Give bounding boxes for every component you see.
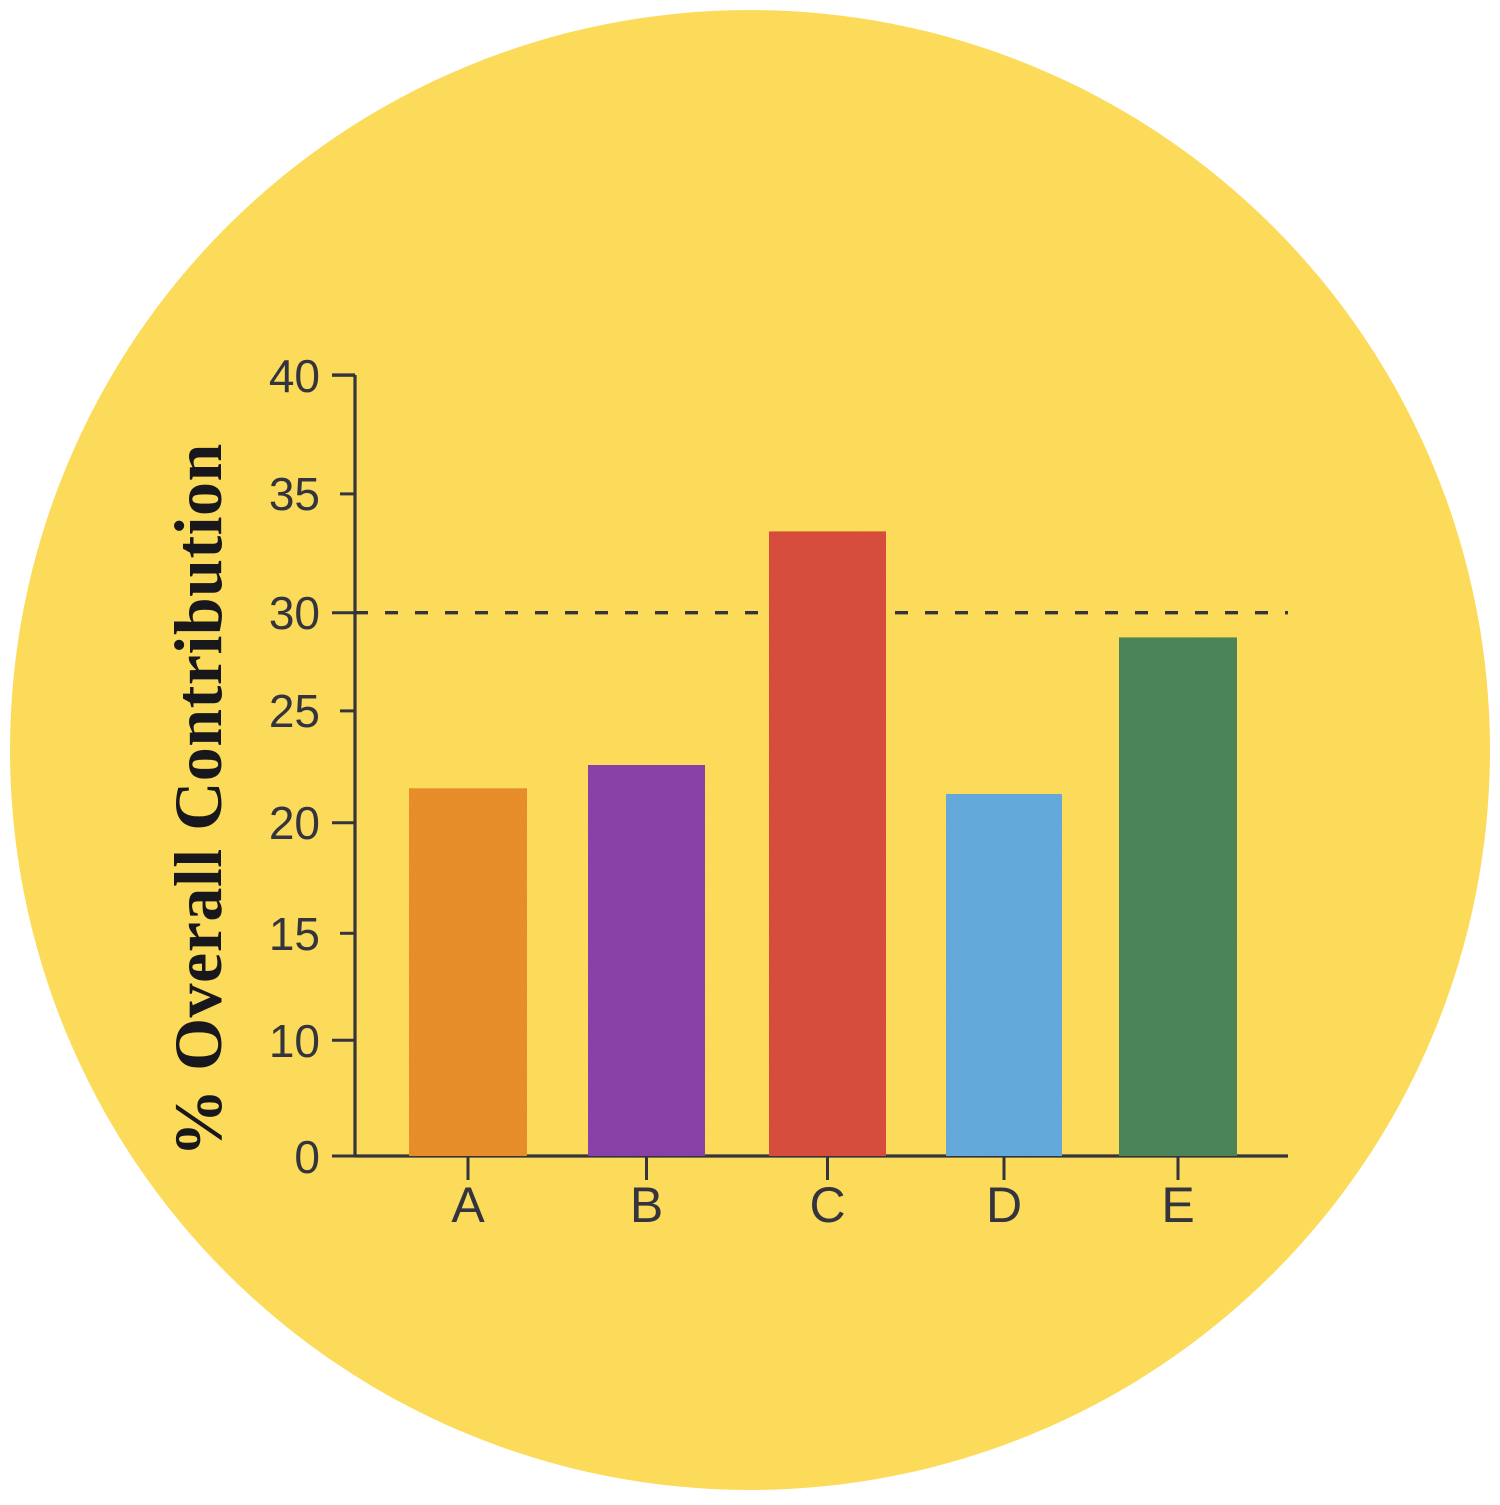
svg-text:B: B <box>630 1177 663 1233</box>
svg-text:40: 40 <box>269 350 320 402</box>
svg-text:20: 20 <box>269 797 320 849</box>
svg-text:30: 30 <box>269 587 320 639</box>
svg-text:C: C <box>809 1177 845 1233</box>
svg-text:0: 0 <box>294 1131 320 1183</box>
svg-text:15: 15 <box>269 908 320 960</box>
svg-text:25: 25 <box>269 685 320 737</box>
svg-text:D: D <box>986 1177 1022 1233</box>
svg-text:10: 10 <box>269 1015 320 1067</box>
svg-text:A: A <box>451 1177 485 1233</box>
svg-text:35: 35 <box>269 468 320 520</box>
svg-text:E: E <box>1161 1177 1194 1233</box>
